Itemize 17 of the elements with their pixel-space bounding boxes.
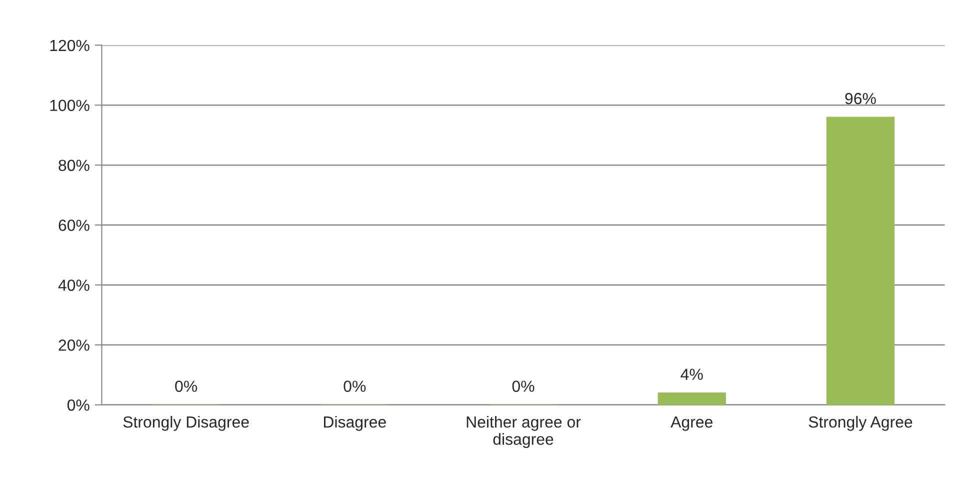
x-tick-label: Neither agree or disagree [466,416,581,448]
x-tick-label: Agree [670,416,712,431]
x-tick-label: Strongly Disagree [123,416,249,431]
y-tick-label: 100% [50,100,90,112]
data-label: 0% [512,380,534,392]
y-tick-label: 120% [50,40,90,52]
data-label: 96% [845,92,876,104]
data-label: 0% [344,380,366,392]
y-tick-label: 40% [58,280,90,291]
y-tick-label: 0% [67,399,90,411]
x-tick-label: Disagree [324,416,386,431]
y-tick-label: 20% [58,340,90,351]
y-tick-label: 80% [58,160,90,172]
x-tick-label: Strongly Agree [808,416,912,431]
y-tick-label: 60% [58,220,90,231]
data-label: 0% [175,380,198,392]
data-label: 4% [680,368,703,380]
